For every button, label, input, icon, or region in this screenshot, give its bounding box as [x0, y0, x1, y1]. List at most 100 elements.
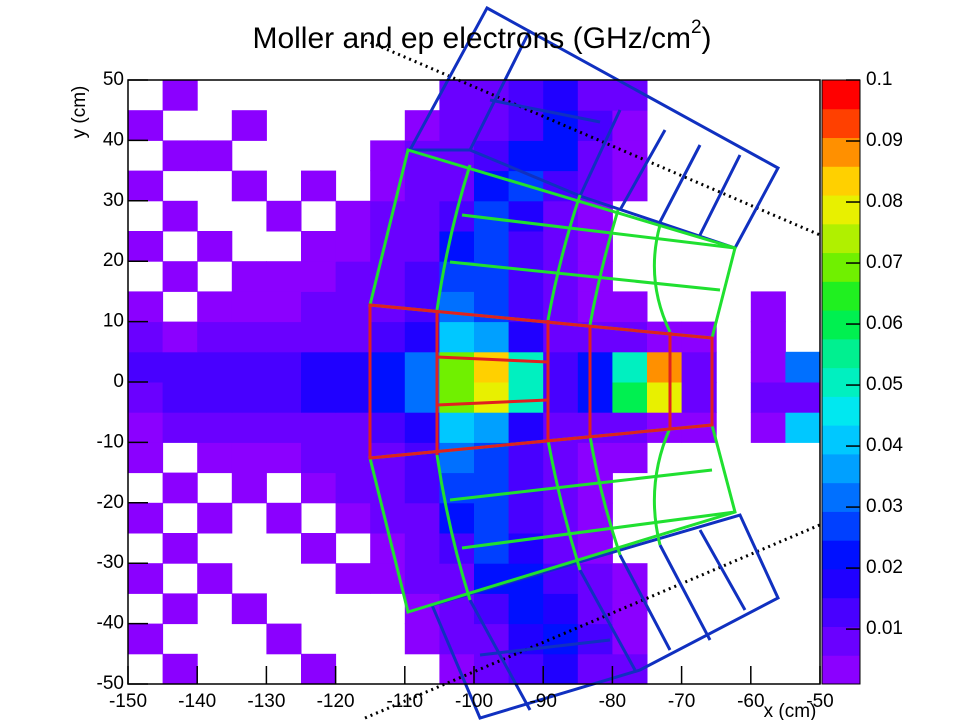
color-bar-band: [822, 223, 860, 254]
heat-cell: [231, 170, 267, 202]
heat-cell: [301, 533, 337, 564]
heat-cell: [162, 200, 198, 232]
x-tick-label: -80: [599, 691, 626, 712]
heat-cell: [750, 351, 786, 383]
heat-cell: [335, 502, 371, 534]
heat-cell: [439, 231, 475, 262]
dotted-line: [364, 38, 856, 252]
heat-cell: [162, 412, 198, 443]
heat-cell: [439, 563, 475, 594]
heat-cell: [370, 140, 406, 172]
color-bar-band: [822, 252, 860, 282]
heat-cell: [301, 382, 337, 413]
heat-cell: [612, 170, 648, 202]
heat-cell: [370, 533, 406, 564]
heat-cell: [266, 382, 302, 413]
color-bar-frame: [821, 79, 861, 685]
x-tick-label: -150: [109, 691, 147, 712]
heat-cell: [508, 200, 544, 232]
heat-cell: [647, 382, 683, 413]
heat-cell: [404, 231, 440, 262]
heat-cell: [231, 412, 267, 443]
heat-cell: [508, 140, 544, 172]
z-tick-label: 0.07: [866, 252, 903, 273]
color-bar-band: [822, 338, 860, 369]
z-tick-label: 0.08: [866, 191, 903, 212]
heat-cell: [474, 321, 510, 353]
heat-cell: [404, 291, 440, 323]
heat-cell: [301, 442, 337, 474]
y-axis-title: y (cm): [69, 86, 90, 139]
heat-cell: [128, 291, 164, 323]
heat-cell: [508, 110, 544, 141]
heat-cell: [301, 321, 337, 353]
heat-cell: [577, 80, 613, 111]
heat-cell: [404, 321, 440, 353]
heat-cell: [197, 321, 233, 353]
color-bar-band: [822, 453, 860, 484]
z-tick-label: 0.01: [866, 618, 903, 639]
heat-cell: [197, 412, 233, 443]
y-tick-label: 10: [103, 311, 124, 332]
heat-cell: [266, 261, 302, 292]
heat-cell: [197, 291, 233, 323]
heat-cell: [128, 170, 164, 202]
heat-cell: [301, 291, 337, 323]
heat-cell: [231, 442, 267, 474]
heat-cell: [508, 351, 544, 383]
heat-cell: [197, 382, 233, 413]
heat-cell: [508, 291, 544, 323]
heat-cell: [162, 351, 198, 383]
heat-cell: [750, 382, 786, 413]
title-superscript: 2: [691, 17, 702, 38]
heat-cell: [439, 291, 475, 323]
heat-cell: [266, 442, 302, 474]
heat-cell: [162, 593, 198, 625]
y-tick-label: -30: [97, 552, 124, 573]
heat-cell: [335, 412, 371, 443]
x-tick-label: -140: [178, 691, 216, 712]
z-tick-label: 0.09: [866, 130, 903, 151]
heat-cell: [266, 200, 302, 232]
heat-cell: [474, 472, 510, 504]
heat-cell: [404, 623, 440, 655]
heat-cell: [231, 261, 267, 292]
color-bar-band: [822, 568, 860, 599]
color-bar-band: [822, 80, 860, 110]
x-tick-label: -120: [317, 691, 355, 712]
heat-cell: [301, 261, 337, 292]
heat-cell: [128, 623, 164, 655]
heat-cell: [439, 321, 475, 353]
heat-cell: [335, 382, 371, 413]
heat-cell: [508, 593, 544, 625]
y-tick-label: 0: [113, 371, 124, 392]
heat-cell: [128, 110, 164, 141]
heat-cell: [128, 231, 164, 262]
heat-cell: [508, 442, 544, 474]
heat-cell: [439, 623, 475, 655]
heat-cell: [128, 321, 164, 353]
x-tick-label: -60: [737, 691, 764, 712]
z-tick-label: 0.03: [866, 496, 903, 517]
color-bar-band: [822, 626, 860, 656]
heat-cell: [404, 351, 440, 383]
heat-cell: [197, 502, 233, 534]
heat-cell: [612, 412, 648, 443]
heat-cell: [301, 351, 337, 383]
heat-cell: [301, 170, 337, 202]
heat-cell: [439, 170, 475, 202]
heat-cell: [128, 563, 164, 594]
heat-cell: [404, 563, 440, 594]
heat-cell: [474, 533, 510, 564]
heat-cell: [335, 200, 371, 232]
x-tick-label: -100: [455, 691, 493, 712]
heat-cell: [404, 170, 440, 202]
x-tick-label: -90: [529, 691, 556, 712]
heat-cell: [335, 291, 371, 323]
x-tick-label: -50: [806, 691, 833, 712]
heat-cell: [612, 351, 648, 383]
heat-cell: [577, 351, 613, 383]
y-tick-label: 30: [103, 190, 124, 211]
heat-cell: [197, 563, 233, 594]
